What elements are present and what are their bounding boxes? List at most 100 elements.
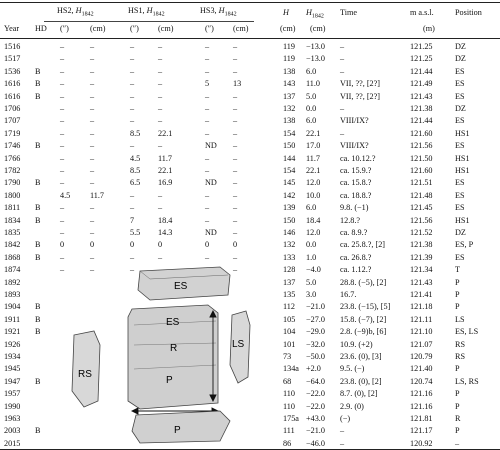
table-cell-hs1-inch: – bbox=[130, 54, 135, 64]
table-cell-hs1-inch: – bbox=[130, 66, 135, 76]
table-cell-hs2-cm: – bbox=[90, 203, 95, 213]
table-cell-position: P bbox=[455, 364, 460, 374]
table-cell-hs2-inch: – bbox=[60, 116, 65, 126]
table-cell-h1842: −32.0 bbox=[306, 339, 325, 349]
table-cell-hs2-inch: – bbox=[60, 54, 65, 64]
table-cell-year: 1782 bbox=[4, 166, 21, 175]
table-cell-hs3-inch: – bbox=[205, 42, 210, 51]
table-cell-position: R bbox=[455, 414, 461, 423]
table-cell-hd: B bbox=[35, 215, 41, 225]
table-cell-hs1-cm: 14.3 bbox=[158, 228, 173, 237]
table-cell-h1842: 0.0 bbox=[306, 104, 317, 113]
col-header-time: Time bbox=[340, 8, 357, 17]
group-header-hs2: HS2, H1842 bbox=[57, 6, 94, 18]
table-cell-h1842: 18.4 bbox=[306, 215, 321, 225]
table-cell-time: 9.8. (−1) bbox=[340, 203, 369, 213]
table-cell-h: 137 bbox=[283, 91, 296, 101]
table-cell-time: 2.9. (0) bbox=[340, 401, 364, 411]
table-cell-hs2-cm: 11.7 bbox=[90, 190, 105, 200]
table-cell-position: HS1 bbox=[455, 215, 470, 225]
table-cell-hs3-cm: – bbox=[233, 203, 238, 213]
table-cell-hs2-inch: 4.5 bbox=[60, 190, 71, 200]
table-cell-position: P bbox=[455, 426, 460, 436]
table-cell-time: ca. 1.12.? bbox=[340, 265, 372, 275]
header-rule bbox=[0, 38, 500, 39]
table-cell-hs3-inch: – bbox=[205, 128, 210, 138]
table-cell-time: 28.8. (−5), [2] bbox=[340, 277, 387, 287]
table-cell-position: DZ bbox=[455, 104, 466, 113]
table-cell-hs1-inch: – bbox=[130, 252, 135, 262]
table-cell-masl: 121.10 bbox=[410, 327, 433, 337]
table-cell-year: 1616 bbox=[4, 91, 21, 101]
table-cell-hs1-cm: – bbox=[158, 54, 163, 64]
table-cell-masl: 121.17 bbox=[410, 426, 433, 436]
table-cell-position: P bbox=[455, 401, 460, 411]
table-cell-hs2-inch: – bbox=[60, 166, 65, 175]
table-cell-hd: B bbox=[35, 240, 41, 250]
table-cell-hs1-cm: – bbox=[158, 190, 163, 200]
table-cell-h: 119 bbox=[283, 54, 295, 64]
table-cell-year: 1904 bbox=[4, 302, 21, 312]
table-cell-time: VII, ??, [2?] bbox=[340, 79, 381, 89]
table-cell-masl: 120.92 bbox=[410, 438, 433, 448]
table-cell-hs2-inch: – bbox=[60, 104, 65, 113]
table-cell-hs3-inch: – bbox=[205, 153, 210, 163]
table-cell-masl: 121.50 bbox=[410, 153, 433, 163]
table-cell-position: LS bbox=[455, 314, 465, 324]
table-cell-h: 73 bbox=[283, 352, 292, 361]
table-cell-hs2-cm: – bbox=[90, 166, 95, 175]
table-cell-h: 128 bbox=[283, 265, 296, 275]
table-cell-hs1-inch: 8.5 bbox=[130, 128, 141, 138]
table-cell-time: ca. 8.9.? bbox=[340, 228, 368, 237]
table-cell-h: 119 bbox=[283, 42, 295, 51]
table-cell-h1842: −13.0 bbox=[306, 42, 325, 51]
block-rs: RS bbox=[71, 330, 101, 408]
table-cell-hs3-cm: – bbox=[233, 153, 238, 163]
table-cell-time: (−) bbox=[340, 414, 351, 423]
table-cell-masl: 120.74 bbox=[410, 376, 433, 386]
table-cell-h: 68 bbox=[283, 376, 292, 386]
table-cell-hd: B bbox=[35, 252, 41, 262]
table-cell-hs2-cm: – bbox=[90, 116, 95, 126]
table-cell-hd: B bbox=[35, 178, 41, 188]
table-cell-hs2-inch: – bbox=[60, 215, 65, 225]
table-cell-h: 142 bbox=[283, 190, 296, 200]
table-cell-h: 111 bbox=[283, 426, 295, 436]
table-cell-h: 101 bbox=[283, 339, 296, 349]
table-cell-hs3-cm: 0 bbox=[233, 240, 238, 250]
table-cell-masl: 121.25 bbox=[410, 54, 433, 64]
table-cell-hs3-cm: – bbox=[233, 190, 238, 200]
table-top-rule bbox=[0, 2, 500, 3]
figure-label: LS bbox=[232, 339, 245, 350]
table-cell-time: VIII/IX? bbox=[340, 141, 369, 151]
table-cell-time: ca. 15.8.? bbox=[340, 178, 372, 188]
col-header-h: H bbox=[283, 8, 289, 17]
table-cell-hs2-inch: – bbox=[60, 178, 65, 188]
table-cell-time: ca. 10.12.? bbox=[340, 153, 376, 163]
table-cell-h1842: −64.0 bbox=[306, 376, 325, 386]
table-cell-hs2-cm: – bbox=[90, 42, 95, 51]
table-cell-position: P bbox=[455, 277, 460, 287]
table-cell-year: 1934 bbox=[4, 352, 21, 361]
table-cell-masl: 121.52 bbox=[410, 228, 433, 237]
table-cell-year: 1893 bbox=[4, 290, 21, 299]
table-cell-h1842: 5.0 bbox=[306, 277, 317, 287]
table-cell-h: 132 bbox=[283, 240, 296, 250]
table-cell-hs1-cm: 11.7 bbox=[158, 153, 173, 163]
block-main-stack: ES R P bbox=[127, 304, 219, 410]
table-cell-h: 139 bbox=[283, 203, 296, 213]
table-cell-h1842: 1.0 bbox=[306, 252, 317, 262]
table-cell-hs2-cm: – bbox=[90, 228, 95, 237]
table-cell-hs3-inch: – bbox=[205, 252, 210, 262]
table-cell-h: 154 bbox=[283, 166, 296, 175]
table-cell-masl: 121.40 bbox=[410, 364, 433, 374]
table-cell-hs2-inch: – bbox=[60, 42, 65, 51]
table-cell-hs2-cm: – bbox=[90, 54, 95, 64]
table-cell-h1842: 17.0 bbox=[306, 141, 321, 151]
table-cell-hs3-cm: – bbox=[233, 265, 238, 275]
table-cell-h1842: 11.7 bbox=[306, 153, 321, 163]
col-header-h1842-unit: (cm) bbox=[310, 24, 326, 33]
table-cell-hs1-inch: 4.5 bbox=[130, 153, 141, 163]
table-cell-time: – bbox=[340, 438, 345, 448]
table-cell-masl: 121.41 bbox=[410, 290, 433, 299]
